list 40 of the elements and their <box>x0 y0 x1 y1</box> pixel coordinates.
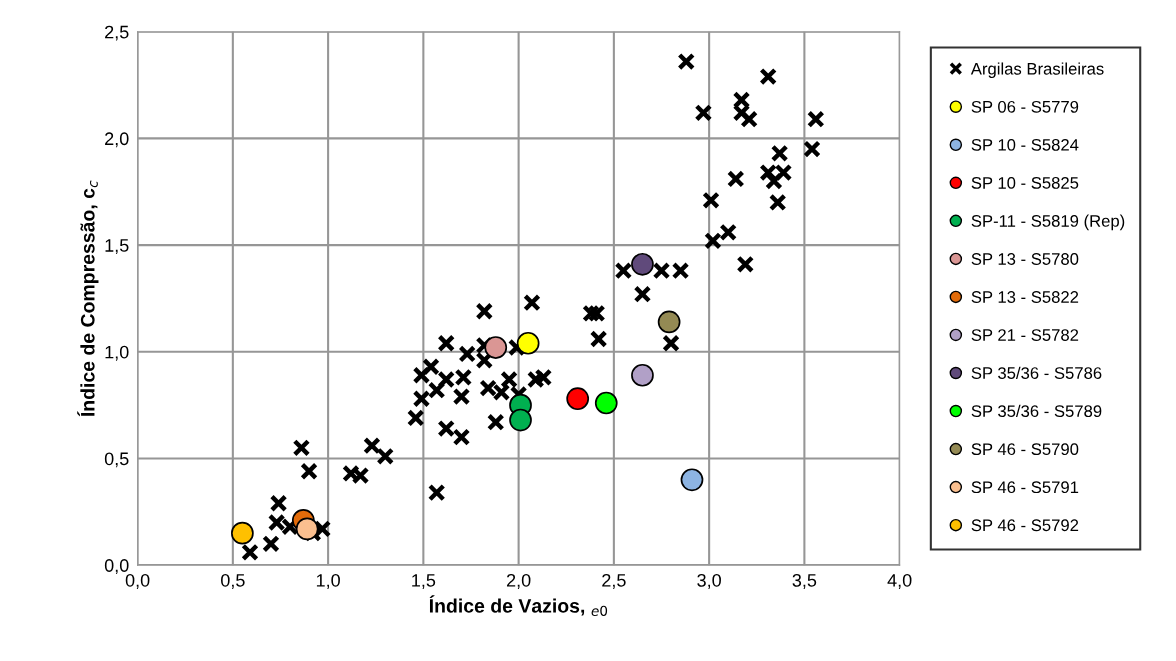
legend-label: SP 46 - S5790 <box>971 443 1079 456</box>
y-tick-label: 1,5 <box>105 239 129 254</box>
y-tick-label: 2,0 <box>105 132 129 148</box>
x-tick-label: 1,0 <box>316 573 340 589</box>
point <box>631 252 654 276</box>
legend-label: SP 35/36 - S5789 <box>971 404 1102 418</box>
x-tick-label: 2,5 <box>602 573 626 589</box>
legend-label: SP 10 - S5824 <box>971 138 1079 151</box>
legend-label: SP 13 - S5822 <box>971 291 1079 303</box>
point <box>566 387 590 411</box>
y-axis-title: Índice de Compressão, c$_{c}$ <box>77 180 99 417</box>
x-tick-label: 0,5 <box>221 573 245 589</box>
y-tick-label: 0,5 <box>104 452 129 468</box>
y-tick-label: 2,5 <box>105 25 129 41</box>
point <box>231 521 254 545</box>
legend-label: SP 13 - S5780 <box>971 253 1079 265</box>
legend-label: SP-11 - S5819 (Rep) <box>971 214 1125 231</box>
y-tick-label: 1,0 <box>105 345 129 361</box>
point <box>484 336 508 359</box>
legend-label: SP 21 - S5782 <box>971 329 1079 341</box>
point <box>516 331 540 355</box>
point <box>657 310 681 334</box>
x-tick-label: 1,5 <box>412 574 436 589</box>
x-tick-label: 3,0 <box>697 573 721 589</box>
legend-label: SP 46 - S5791 <box>971 481 1079 494</box>
legend-label: SP 10 - S5825 <box>971 177 1079 189</box>
x-axis-title: Índice de Vazios, $_{e0}$ <box>429 595 608 616</box>
x-tick-label: 3,5 <box>792 573 817 589</box>
x-tick-label: 0,0 <box>125 573 150 589</box>
point <box>509 408 532 432</box>
x-tick-label: 4,0 <box>887 573 912 589</box>
legend-label: SP 06 - S5779 <box>971 100 1079 113</box>
legend-label: Argilas Brasileiras <box>970 62 1104 78</box>
legend-label: SP 46 - S5792 <box>971 519 1079 532</box>
legend-label: SP 35/36 - S5786 <box>971 366 1102 379</box>
point <box>594 391 618 415</box>
y-tick-label: 0,0 <box>104 559 129 575</box>
point <box>631 363 654 387</box>
point <box>680 468 704 492</box>
x-tick-label: 2,0 <box>506 573 531 589</box>
